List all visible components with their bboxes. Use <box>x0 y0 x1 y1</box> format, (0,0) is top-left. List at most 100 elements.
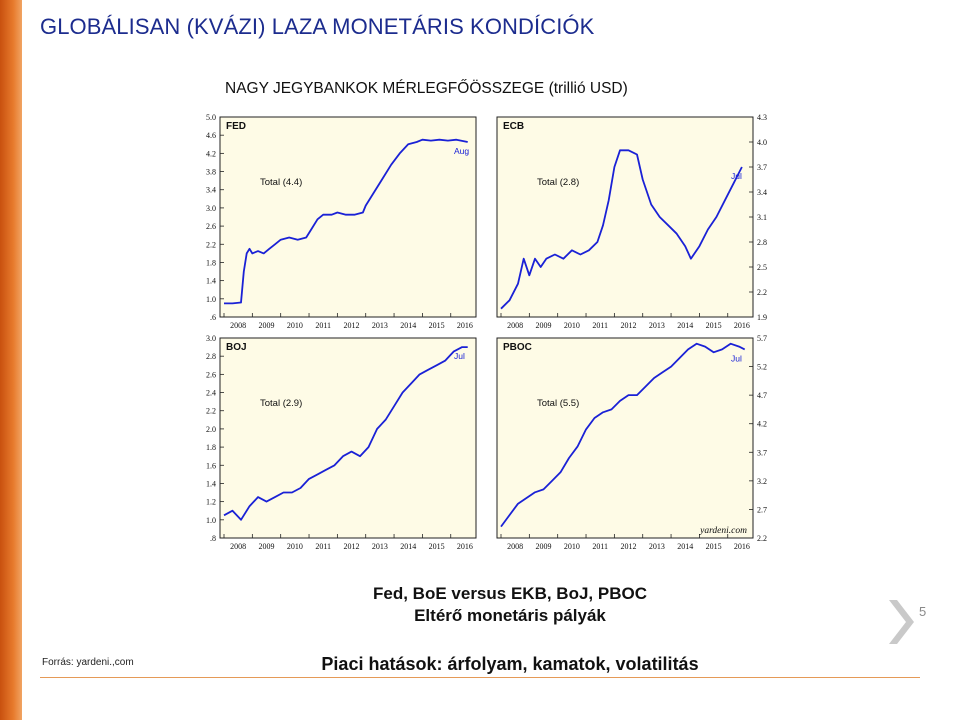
y-tick-label: 3.1 <box>757 213 767 222</box>
source-text: Forrás: yardeni.,com <box>42 657 134 668</box>
panel-boj: BOJ Total (2.9) 2008 2009 2010 2011 2012 2013 20… <box>206 334 477 550</box>
x-tick-label: 2009 <box>536 542 552 550</box>
x-tick-label: 2014 <box>400 542 416 550</box>
footer-divider <box>40 677 920 678</box>
y-tick-label: 2.4 <box>206 389 216 398</box>
x-tick-label: 2016 <box>734 542 750 550</box>
caption-line-1: Fed, BoE versus EKB, BoJ, PBOC <box>373 584 647 603</box>
y-tick-label: 3.7 <box>757 448 767 457</box>
y-tick-label: 4.2 <box>757 420 767 429</box>
x-tick-label: 2013 <box>372 321 388 330</box>
chart-title: NAGY JEGYBANKOK MÉRLEGFŐÖSSZEGE (trillió… <box>225 80 628 97</box>
total-label: Total (2.8) <box>537 177 579 188</box>
caption-line-3: Piaci hatások: árfolyam, kamatok, volati… <box>321 654 699 674</box>
y-tick-label: 3.2 <box>757 477 767 486</box>
end-label: Aug <box>454 146 469 156</box>
y-tick-label: .8 <box>210 534 216 543</box>
panel-frame <box>219 337 477 539</box>
panel-name: BOJ <box>226 342 247 353</box>
x-tick-label: 2009 <box>536 321 552 330</box>
x-tick-label: 2013 <box>649 542 665 550</box>
chart-svg: FED Total (4.4) 2008 2009 2010 2011 2012 2013 20… <box>206 113 767 550</box>
y-tick-label: 5.2 <box>757 363 767 372</box>
y-tick-label: 2.6 <box>206 222 216 231</box>
series-line <box>500 149 743 310</box>
chart-grid: FED Total (4.4) 2008 2009 2010 2011 2012 2013 20… <box>163 108 785 550</box>
y-tick-label: 3.4 <box>206 186 216 195</box>
y-tick-label: 2.2 <box>757 288 767 297</box>
y-tick-label: 4.0 <box>757 138 767 147</box>
x-tick-label: 2008 <box>507 542 523 550</box>
y-tick-label: 2.0 <box>206 425 216 434</box>
panel-ecb: ECB Total (2.8) 2008 2009 2010 2011 2012 2013 20… <box>496 113 767 330</box>
x-tick-label: 2014 <box>677 542 693 550</box>
x-tick-label: 2011 <box>315 321 331 330</box>
y-tick-label: 4.7 <box>757 391 767 400</box>
x-tick-label: 2013 <box>372 542 388 550</box>
x-tick-label: 2013 <box>649 321 665 330</box>
x-tick-label: 2010 <box>564 321 580 330</box>
x-tick-label: 2016 <box>457 321 473 330</box>
series-line <box>224 138 468 305</box>
y-tick-label: 5.0 <box>206 113 216 122</box>
y-tick-label: 2.7 <box>757 505 767 514</box>
panel-fed: FED Total (4.4) 2008 2009 2010 2011 2012 2013 20… <box>206 113 477 330</box>
y-tick-label: 1.4 <box>206 277 216 286</box>
y-tick-label: 2.8 <box>206 352 216 361</box>
y-tick-label: 1.4 <box>206 479 216 488</box>
series-line <box>500 342 746 528</box>
y-tick-label: 3.0 <box>206 204 216 213</box>
watermark-text: yardeni.com <box>699 526 747 536</box>
slide-title: GLOBÁLISAN (KVÁZI) LAZA MONETÁRIS KONDÍC… <box>40 14 595 39</box>
x-tick-label: 2016 <box>457 542 473 550</box>
y-tick-label: 2.2 <box>206 240 216 249</box>
x-tick-label: 2010 <box>564 542 580 550</box>
x-tick-label: 2015 <box>429 321 445 330</box>
x-tick-label: 2010 <box>287 542 303 550</box>
y-tick-label: 2.6 <box>206 370 216 379</box>
y-tick-label: 2.2 <box>206 407 216 416</box>
panel-frame <box>496 337 754 539</box>
y-tick-label: 1.8 <box>206 443 216 452</box>
series-line <box>223 346 468 521</box>
panel-name: ECB <box>503 121 524 132</box>
orange-side-bar <box>0 0 22 720</box>
y-tick-label: 4.6 <box>206 131 216 140</box>
panel-pboc: PBOC Total (5.5) 2008 2009 2010 2011 2012 2013 2… <box>496 334 767 550</box>
y-tick-label: 3.7 <box>757 163 767 172</box>
x-tick-label: 2015 <box>706 542 722 550</box>
y-tick-label: 4.2 <box>206 149 216 158</box>
y-tick-label: 3.0 <box>206 334 216 343</box>
y-tick-label: 1.0 <box>206 295 216 304</box>
y-tick-label: 1.0 <box>206 516 216 525</box>
total-label: Total (4.4) <box>260 177 302 188</box>
y-tick-label: 3.4 <box>757 188 767 197</box>
x-tick-label: 2014 <box>400 321 416 330</box>
caption-line-2: Eltérő monetáris pályák <box>414 606 606 625</box>
panel-name: FED <box>226 121 246 132</box>
panel-name: PBOC <box>503 342 532 353</box>
end-label: Jul <box>731 171 742 181</box>
total-label: Total (5.5) <box>537 398 579 409</box>
x-tick-label: 2015 <box>706 321 722 330</box>
y-tick-label: 2.8 <box>757 238 767 247</box>
x-tick-label: 2008 <box>230 542 246 550</box>
y-tick-label: 1.6 <box>206 461 216 470</box>
x-tick-label: 2012 <box>344 542 360 550</box>
x-tick-label: 2014 <box>677 321 693 330</box>
x-tick-label: 2011 <box>592 542 608 550</box>
page-number: 5 <box>919 604 927 619</box>
x-tick-label: 2012 <box>621 542 637 550</box>
total-label: Total (2.9) <box>260 398 302 409</box>
end-label: Jul <box>454 351 465 361</box>
y-tick-label: .6 <box>210 313 216 322</box>
y-tick-label: 1.9 <box>757 313 767 322</box>
x-tick-label: 2009 <box>259 321 275 330</box>
y-tick-label: 1.2 <box>206 498 216 507</box>
y-tick-label: 5.7 <box>757 334 767 343</box>
y-tick-label: 1.8 <box>206 258 216 267</box>
x-tick-label: 2008 <box>507 321 523 330</box>
x-tick-label: 2009 <box>259 542 275 550</box>
panel-frame <box>496 116 754 318</box>
y-tick-label: 2.5 <box>757 263 767 272</box>
